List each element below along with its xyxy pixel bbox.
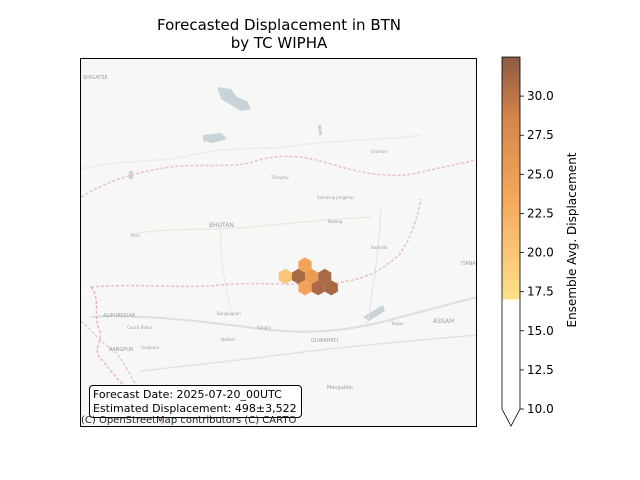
forecast-date: Forecast Date: 2025-07-20_00UTC: [93, 388, 282, 401]
place-label: ITANA: [461, 261, 476, 267]
place-label: Cooch Behar: [127, 325, 153, 330]
place-label: Rangia: [257, 325, 271, 330]
place-label: Lhuntse: [371, 149, 387, 154]
place-label: BHUTAN: [209, 222, 234, 229]
colorbar: 10.0 12.5 15.0 17.5 20.0 22.5 25.0 27.5 30.0: [501, 56, 554, 427]
place-label: Thimphu: [270, 175, 289, 180]
international-border: [81, 320, 144, 398]
road: [130, 216, 372, 235]
place-label: Mangaldai: [327, 385, 353, 391]
hexbin-cell: [305, 268, 319, 284]
hexbin-cell: [298, 257, 312, 273]
place-label: ASSAM: [433, 318, 454, 325]
hexbin-cell: [311, 280, 325, 296]
river: [90, 296, 476, 333]
lake: [318, 125, 322, 135]
place-label: GUWAHATI: [311, 338, 338, 344]
place-label: RANGPUR: [109, 347, 134, 353]
international-border: [90, 198, 422, 288]
road: [220, 218, 232, 310]
basemap: SHIGATSE BHUTAN ASSAM GUWAHATI ALIPURDUA…: [81, 75, 476, 426]
map-title: Forecasted Displacement in BTN by TC WIP…: [80, 16, 478, 52]
place-label: Nalbari: [221, 337, 235, 342]
place-label: Tezpur: [390, 321, 404, 326]
estimated-displacement: Estimated Displacement: 498±3,522: [93, 402, 297, 415]
map-attribution: (C) OpenStreetMap contributors (C) CARTO: [81, 415, 297, 426]
hexbin-cell: [278, 268, 292, 284]
place-label: Goalpara: [141, 345, 160, 350]
colorbar-tick-label: 22.5: [527, 206, 554, 220]
colorbar-tick-label: 12.5: [527, 363, 554, 377]
place-label: Samdrup Jongkhar: [317, 195, 354, 200]
road: [81, 134, 422, 170]
place-label: Bongaigaon: [217, 311, 241, 316]
place-label: Bomdila: [371, 245, 388, 250]
lake: [363, 305, 385, 321]
forecast-info-box: Forecast Date: 2025-07-20_00UTC Estimate…: [89, 385, 302, 418]
colorbar-tick-label: 25.0: [527, 167, 554, 181]
lake: [217, 87, 251, 111]
colorbar-label: Ensemble Avg. Displacement: [565, 152, 579, 328]
river: [140, 334, 476, 372]
hexbin-cell: [298, 280, 312, 296]
hexbin-cell: [318, 268, 332, 284]
river: [366, 208, 382, 328]
colorbar-tick-label: 27.5: [527, 128, 554, 142]
colorbar-gradient: [502, 57, 520, 300]
colorbar-tick-label: 30.0: [527, 89, 554, 103]
map-panel[interactable]: SHIGATSE BHUTAN ASSAM GUWAHATI ALIPURDUA…: [80, 58, 477, 427]
title-line-2: by TC WIPHA: [230, 34, 328, 52]
lake: [129, 171, 133, 179]
hexbin-cell: [324, 280, 338, 296]
hexbin-cell: [291, 268, 305, 284]
colorbar-tick-label: 20.0: [527, 246, 554, 260]
lake: [203, 133, 227, 143]
place-label: Tawang: [326, 219, 342, 224]
colorbar-tick-label: 17.5: [527, 285, 554, 299]
title-line-1: Forecasted Displacement in BTN: [157, 16, 401, 34]
place-label: Paro: [131, 233, 140, 238]
place-label: SHIGATSE: [83, 75, 108, 81]
colorbar-tick-label: 15.0: [527, 324, 554, 338]
international-border: [81, 155, 476, 198]
colorbar-outline: [501, 56, 521, 427]
hexbin-layer: [278, 257, 338, 296]
place-label: ALIPURDUAR: [103, 313, 136, 319]
colorbar-tick-label: 10.0: [527, 402, 554, 416]
